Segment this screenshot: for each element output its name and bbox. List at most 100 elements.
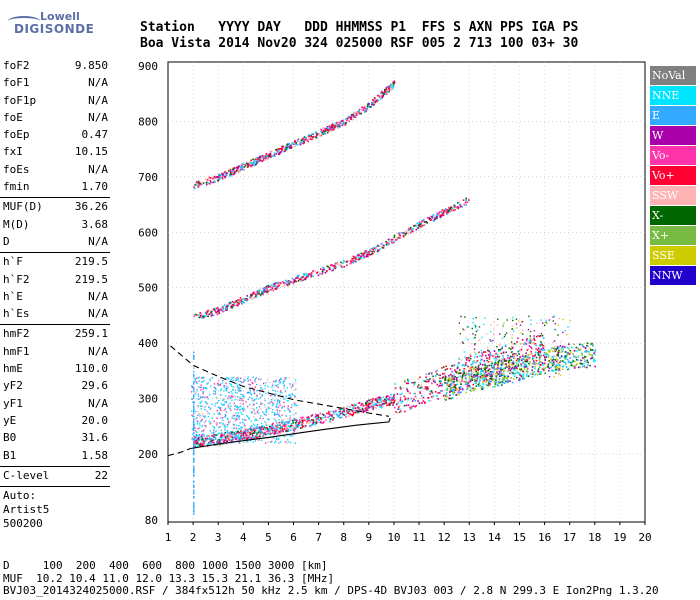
echo-point xyxy=(274,395,276,398)
param-separator xyxy=(0,324,110,326)
echo-point xyxy=(201,424,203,427)
echo-point xyxy=(323,267,325,270)
echo-point xyxy=(522,370,524,373)
echo-point xyxy=(555,365,557,368)
echo-point xyxy=(274,428,276,431)
echo-point xyxy=(232,423,235,426)
echo-point xyxy=(383,244,385,247)
echo-point xyxy=(228,435,230,438)
echo-point xyxy=(498,355,500,358)
echo-point xyxy=(406,230,409,232)
echo-point xyxy=(345,118,348,121)
echo-point xyxy=(510,364,513,366)
echo-point xyxy=(497,382,500,385)
echo-point xyxy=(506,366,508,368)
echo-point xyxy=(351,258,353,260)
echo-point xyxy=(412,384,415,387)
echo-point xyxy=(278,422,281,425)
echo-point xyxy=(358,254,361,257)
echo-point xyxy=(285,425,288,428)
echo-point xyxy=(443,209,446,212)
echo-point xyxy=(368,253,371,256)
echo-point xyxy=(209,380,211,382)
echo-point xyxy=(344,122,347,124)
echo-point xyxy=(496,367,499,370)
echo-point xyxy=(528,358,531,360)
echo-point xyxy=(334,410,337,413)
echo-point xyxy=(369,249,371,251)
echo-point xyxy=(251,297,254,300)
echo-point xyxy=(207,177,210,179)
echo-point xyxy=(204,440,206,442)
echo-point xyxy=(577,359,579,361)
echo-point xyxy=(275,148,277,151)
echo-point xyxy=(577,366,580,369)
echo-point xyxy=(371,103,373,106)
echo-point xyxy=(193,407,195,409)
echo-point xyxy=(434,214,437,217)
echo-point xyxy=(289,417,291,419)
echo-point xyxy=(352,262,354,264)
echo-point xyxy=(206,310,209,313)
echo-point xyxy=(503,374,505,377)
echo-point xyxy=(297,138,300,141)
echo-point xyxy=(431,391,433,394)
echo-point xyxy=(464,328,466,331)
echo-point xyxy=(211,377,214,379)
echo-point xyxy=(548,319,551,321)
echo-point xyxy=(453,209,455,212)
echo-point xyxy=(225,306,228,308)
echo-point xyxy=(424,401,426,404)
echo-point xyxy=(554,348,556,350)
echo-point xyxy=(193,394,195,396)
echo-point xyxy=(512,369,514,371)
echo-point xyxy=(258,429,261,431)
echo-point xyxy=(489,377,492,380)
echo-point xyxy=(257,289,259,292)
echo-point xyxy=(204,315,206,317)
echo-point xyxy=(201,438,204,440)
echo-point xyxy=(381,399,384,402)
echo-point xyxy=(378,396,381,399)
echo-point xyxy=(231,169,234,171)
echo-point xyxy=(447,211,449,213)
echo-point xyxy=(548,367,551,369)
echo-point xyxy=(387,395,390,398)
echo-point xyxy=(487,369,490,371)
echo-point xyxy=(235,433,237,436)
echo-point xyxy=(278,421,281,424)
echo-point xyxy=(594,365,596,368)
echo-point xyxy=(366,105,369,108)
echo-point xyxy=(216,402,218,404)
echo-point xyxy=(388,241,390,243)
echo-point xyxy=(281,407,283,409)
echo-point xyxy=(554,349,557,351)
echo-point xyxy=(253,425,256,427)
echo-point xyxy=(530,339,532,342)
echo-point xyxy=(358,111,361,113)
echo-point xyxy=(478,326,481,328)
echo-point xyxy=(497,373,500,375)
echo-point xyxy=(193,439,195,441)
echo-point xyxy=(209,421,211,424)
echo-point xyxy=(454,386,456,388)
echo-point xyxy=(250,437,252,439)
echo-point xyxy=(272,289,275,292)
echo-point xyxy=(197,185,199,188)
echo-point xyxy=(376,400,378,402)
echo-point xyxy=(430,373,433,375)
echo-point xyxy=(331,414,333,416)
echo-point xyxy=(387,85,389,88)
echo-point xyxy=(252,382,254,385)
echo-point xyxy=(304,425,307,427)
echo-point xyxy=(463,369,466,371)
echo-point xyxy=(470,370,473,373)
echo-point xyxy=(552,316,554,318)
echo-point xyxy=(374,98,377,101)
echo-point xyxy=(251,393,253,396)
param-separator xyxy=(0,197,110,199)
echo-point xyxy=(253,435,256,438)
echo-point xyxy=(514,372,516,375)
echo-point xyxy=(451,378,454,380)
echo-point xyxy=(223,175,226,178)
